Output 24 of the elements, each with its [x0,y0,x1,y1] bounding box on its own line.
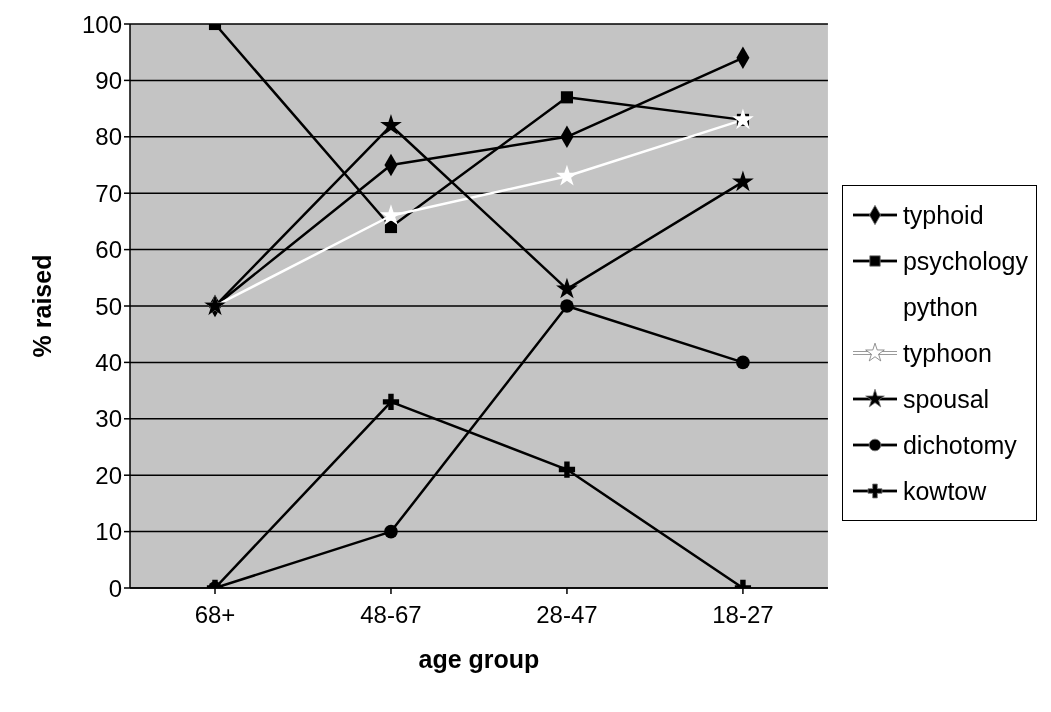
x-tick-label: 68+ [194,601,236,629]
legend-label: kowtow [902,476,987,506]
text: python [902,292,978,322]
legend-label: dichotomy [902,430,1017,460]
y-tick-label: 90 [95,66,122,94]
y-tick-label: 30 [95,405,122,433]
y-tick-label: 60 [95,236,122,264]
legend-label: psychology [902,246,1028,276]
y-tick-label: 50 [95,292,122,320]
y-tick-label: 40 [95,348,122,376]
y-tick-label: 0 [108,574,122,602]
x-tick-label: 28-47 [536,601,598,629]
y-tick-label: 70 [95,179,122,207]
legend-label: spousal [902,384,990,414]
x-axis-title: age group [418,645,540,673]
y-tick-label: 20 [95,461,122,489]
legend-label: typhoid [902,200,984,230]
y-tick-label: 100 [81,10,122,38]
y-axis-title: % raised [27,254,56,358]
x-tick-label: 18-27 [712,601,774,629]
legend-label: typhoon [902,338,992,368]
x-tick-label: 48-67 [360,601,422,629]
y-tick-label: 80 [95,123,122,151]
y-tick-label: 10 [95,518,122,546]
